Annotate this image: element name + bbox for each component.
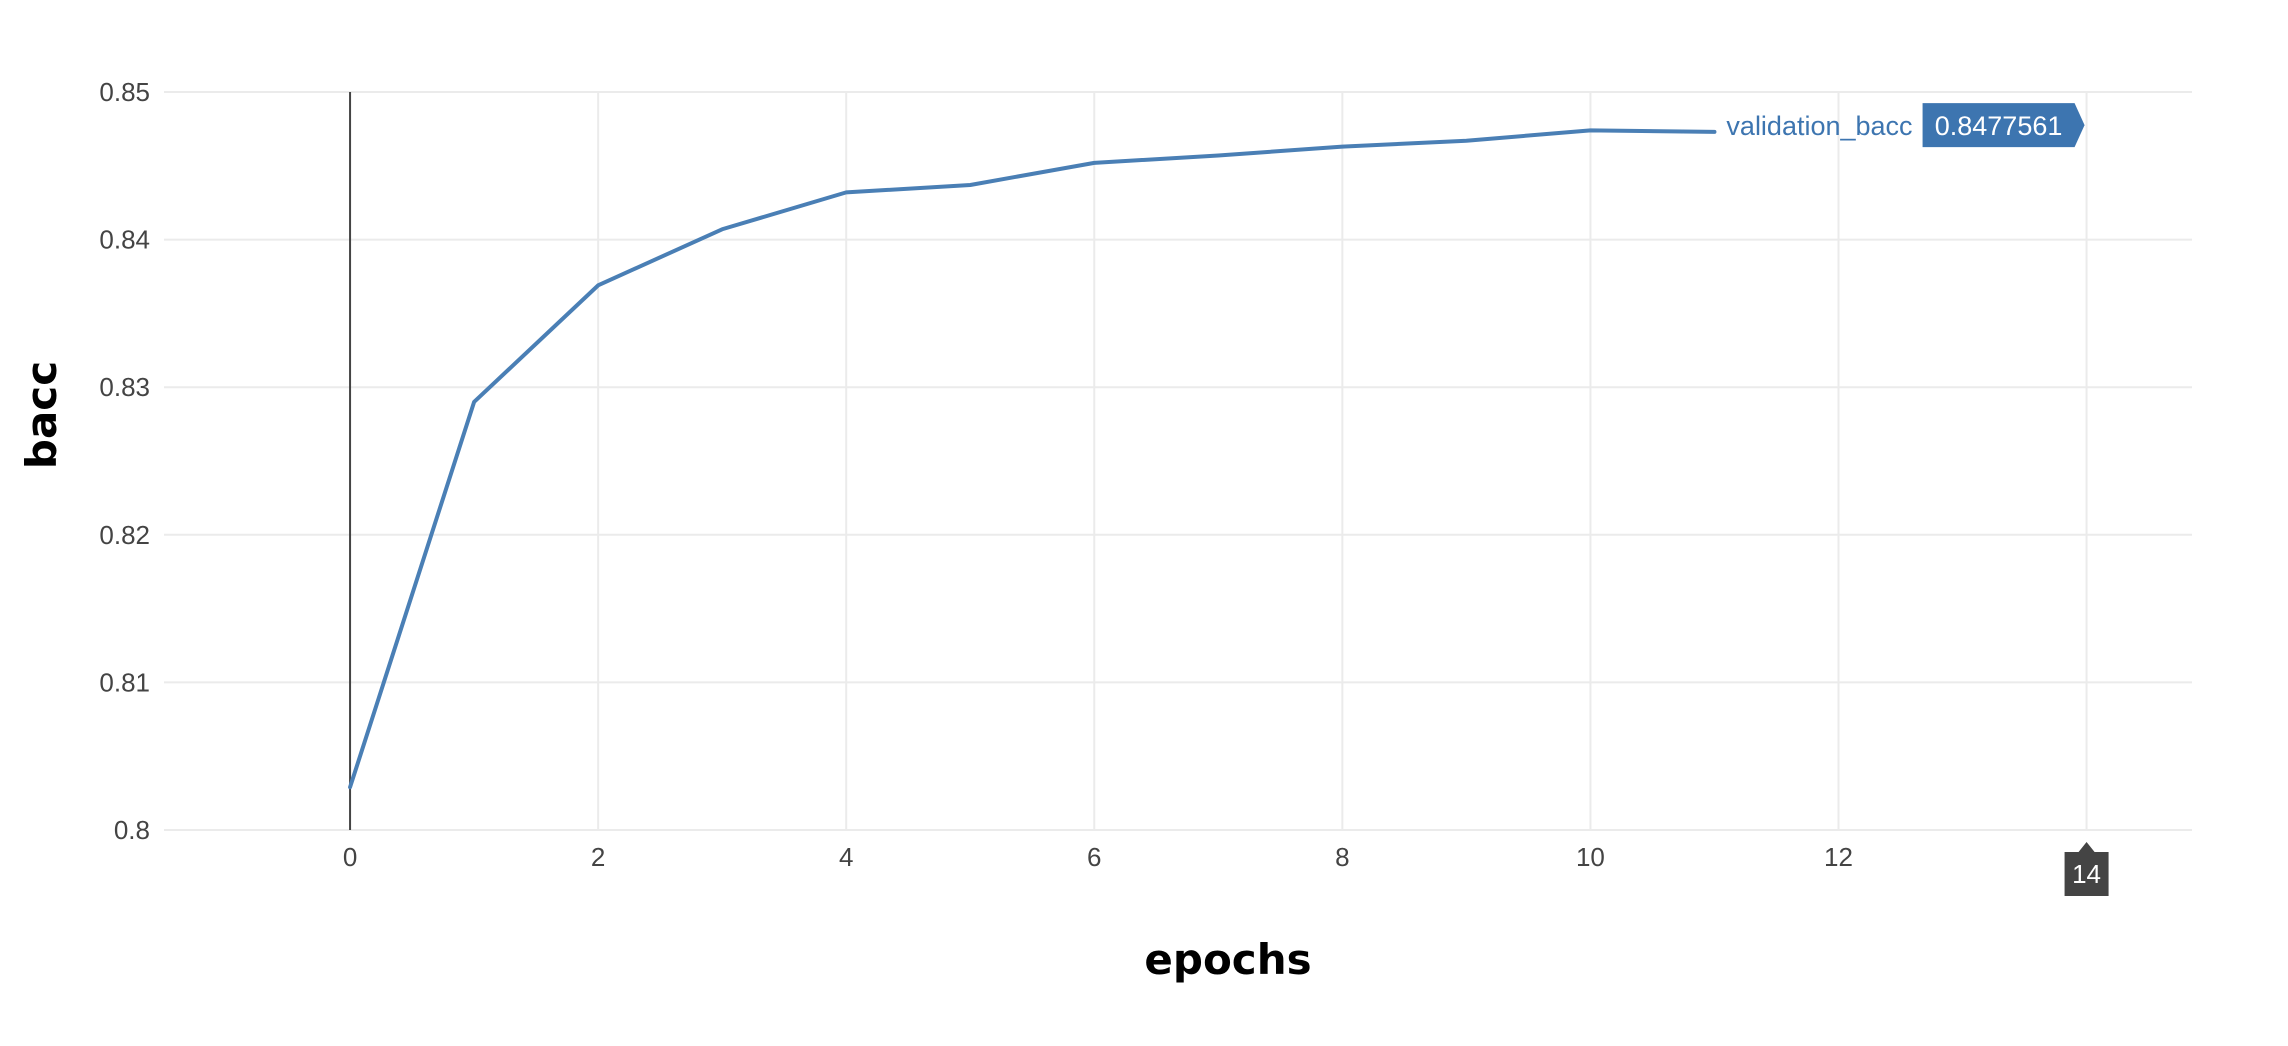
y-tick-label: 0.82 — [99, 520, 150, 550]
x-tick-label: 12 — [1824, 842, 1853, 872]
hover-value-box — [1922, 103, 2085, 148]
y-tick-label: 0.8 — [114, 815, 150, 845]
x-spike-label: 14 — [2072, 859, 2101, 889]
x-spike-box — [2064, 842, 2109, 896]
x-tick-label: 10 — [1576, 842, 1605, 872]
y-axis-ticks: 0.8 0.81 0.82 0.83 0.84 0.85 — [99, 77, 150, 845]
y-tick-label: 0.85 — [99, 77, 150, 107]
x-tick-label: 0 — [343, 842, 357, 872]
y-gridlines — [164, 91, 2192, 831]
hover-series-name: validation_bacc — [1726, 111, 1912, 141]
series-layer — [348, 128, 1717, 790]
x-tick-label: 4 — [839, 842, 853, 872]
y-tick-label: 0.84 — [99, 225, 150, 255]
x-tick-label: 2 — [591, 842, 605, 872]
hover-layer: 0.8477561 validation_bacc 14 — [1726, 103, 2109, 896]
x-tick-label: 6 — [1087, 842, 1101, 872]
x-gridlines — [597, 92, 2088, 830]
series-line-validation_bacc[interactable] — [348, 128, 1717, 790]
y-tick-label: 0.81 — [99, 667, 150, 697]
y-tick-label: 0.83 — [99, 372, 150, 402]
y-axis-title: bacc — [17, 361, 66, 469]
x-tick-label: 8 — [1335, 842, 1349, 872]
x-axis-ticks: 0 2 4 6 8 10 12 — [343, 842, 1853, 872]
hover-value-label: 0.8477561 — [1935, 111, 2063, 141]
x-axis-title: epochs — [1144, 935, 1311, 984]
